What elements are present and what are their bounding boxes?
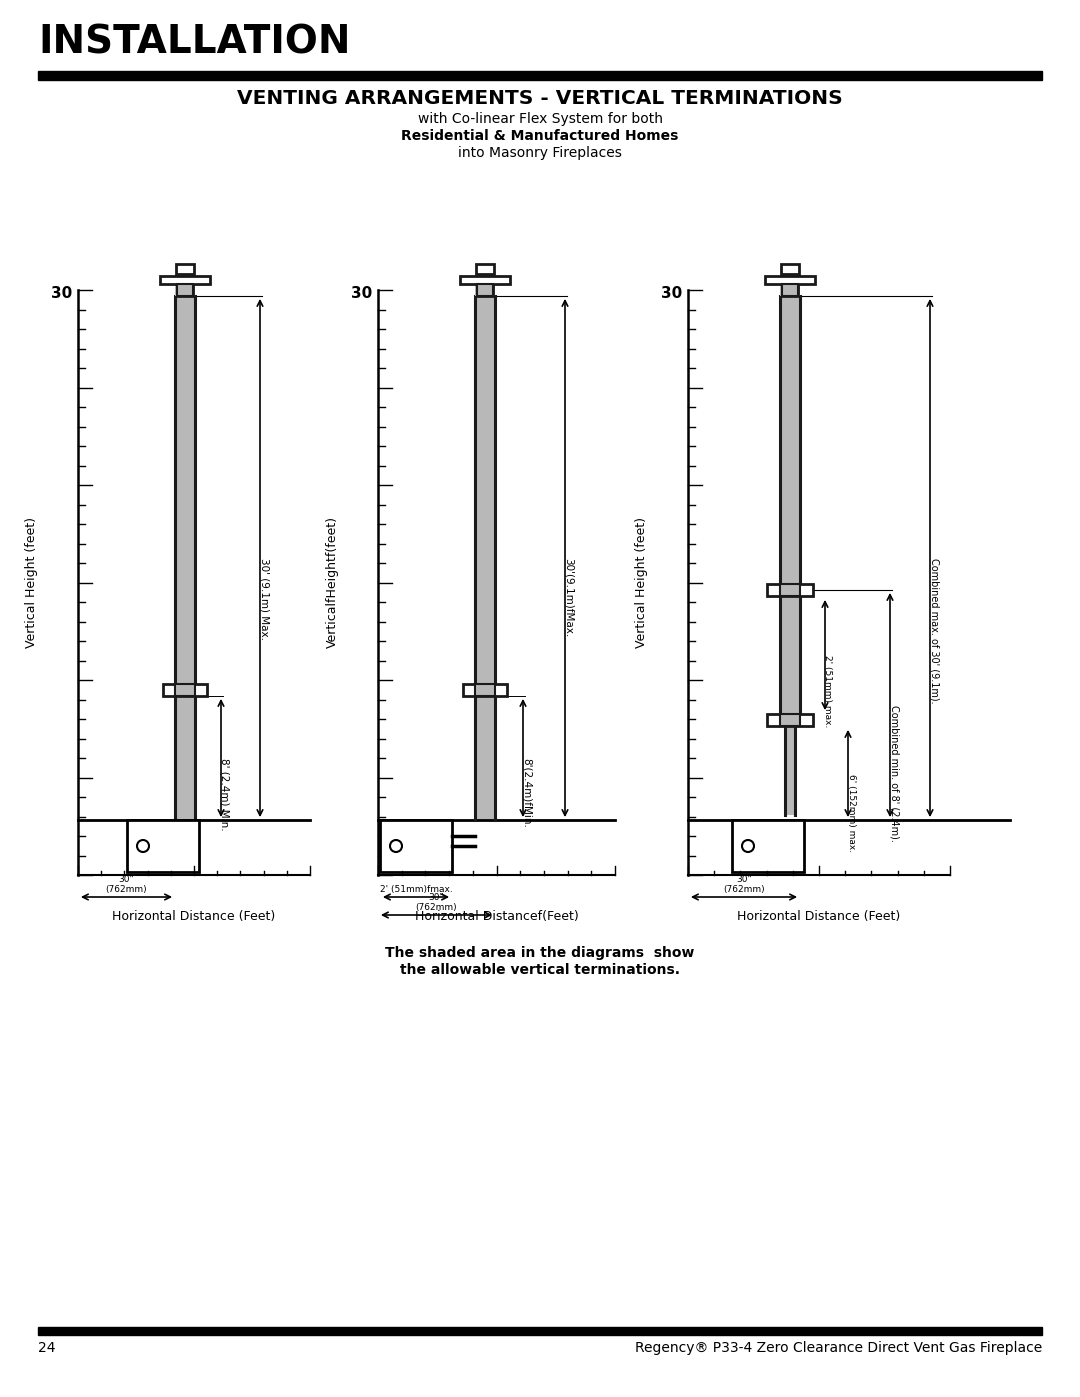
Text: 30'(9.1m)fMax.: 30'(9.1m)fMax.: [564, 557, 573, 637]
Text: 30: 30: [51, 285, 72, 300]
Bar: [732, 820, 804, 872]
Bar: [38, 1327, 1042, 1336]
Bar: [780, 597, 800, 719]
Bar: [460, 277, 510, 284]
Circle shape: [742, 840, 754, 852]
Text: 30: 30: [351, 285, 372, 300]
Bar: [785, 726, 795, 814]
Text: Combined min. of 8' (2.4m).: Combined min. of 8' (2.4m).: [889, 705, 899, 842]
Bar: [476, 264, 494, 274]
Text: into Masonry Fireplaces: into Masonry Fireplaces: [458, 147, 622, 161]
Text: Horizontal Distance (Feet): Horizontal Distance (Feet): [112, 909, 275, 923]
Bar: [127, 820, 199, 872]
Text: the allowable vertical terminations.: the allowable vertical terminations.: [400, 963, 680, 977]
Text: 2' (51mm) max.: 2' (51mm) max.: [824, 655, 833, 728]
Text: 30: 30: [661, 285, 681, 300]
Text: Regency® P33-4 Zero Clearance Direct Vent Gas Fireplace: Regency® P33-4 Zero Clearance Direct Ven…: [635, 1341, 1042, 1355]
Bar: [175, 685, 195, 696]
Text: with Co-linear Flex System for both: with Co-linear Flex System for both: [418, 112, 662, 126]
Text: 8'(2.4m)fMin.: 8'(2.4m)fMin.: [522, 759, 532, 828]
Text: 30"
(762mm): 30" (762mm): [724, 875, 765, 894]
Bar: [767, 714, 813, 726]
Circle shape: [390, 840, 402, 852]
Text: Horizontal Distance (Feet): Horizontal Distance (Feet): [738, 909, 901, 923]
Bar: [780, 284, 800, 296]
Text: 30' (9.1m) Max.: 30' (9.1m) Max.: [259, 557, 269, 640]
Text: INSTALLATION: INSTALLATION: [38, 24, 351, 61]
Bar: [475, 284, 495, 296]
Bar: [160, 277, 210, 284]
Bar: [477, 284, 492, 296]
Text: 2' (51mm)fmax.: 2' (51mm)fmax.: [380, 886, 453, 894]
Text: Horizontal Distancef(Feet): Horizontal Distancef(Feet): [415, 909, 579, 923]
Bar: [781, 264, 799, 274]
Text: VerticalfHeightf(feet): VerticalfHeightf(feet): [325, 517, 338, 648]
Bar: [780, 584, 800, 597]
Bar: [780, 714, 800, 726]
Bar: [163, 685, 207, 696]
Bar: [780, 296, 800, 590]
Text: Residential & Manufactured Homes: Residential & Manufactured Homes: [402, 129, 678, 142]
Bar: [767, 584, 813, 597]
Bar: [175, 296, 195, 820]
Bar: [782, 284, 798, 296]
Text: Combined max. of 30' (9.1m).: Combined max. of 30' (9.1m).: [929, 557, 939, 704]
Circle shape: [137, 840, 149, 852]
Bar: [175, 284, 195, 296]
Text: The shaded area in the diagrams  show: The shaded area in the diagrams show: [386, 946, 694, 960]
Text: 30"
(762mm): 30" (762mm): [106, 875, 147, 894]
Text: Vertical Height (feet): Vertical Height (feet): [635, 517, 648, 648]
Text: Vertical Height (feet): Vertical Height (feet): [26, 517, 39, 648]
Bar: [177, 284, 193, 296]
Bar: [176, 264, 194, 274]
Text: 6' (152mm) max.: 6' (152mm) max.: [847, 774, 855, 852]
Bar: [463, 685, 507, 696]
Text: 24: 24: [38, 1341, 55, 1355]
Bar: [177, 284, 193, 296]
Bar: [475, 685, 495, 696]
Text: 30"
(762mm): 30" (762mm): [416, 893, 457, 912]
Bar: [765, 277, 815, 284]
Text: 8' (2.4m) Min.: 8' (2.4m) Min.: [220, 759, 230, 831]
Bar: [38, 71, 1042, 80]
Bar: [380, 820, 453, 872]
Bar: [477, 284, 492, 296]
Bar: [782, 284, 798, 296]
Text: VENTING ARRANGEMENTS - VERTICAL TERMINATIONS: VENTING ARRANGEMENTS - VERTICAL TERMINAT…: [238, 89, 842, 108]
Bar: [475, 296, 495, 820]
